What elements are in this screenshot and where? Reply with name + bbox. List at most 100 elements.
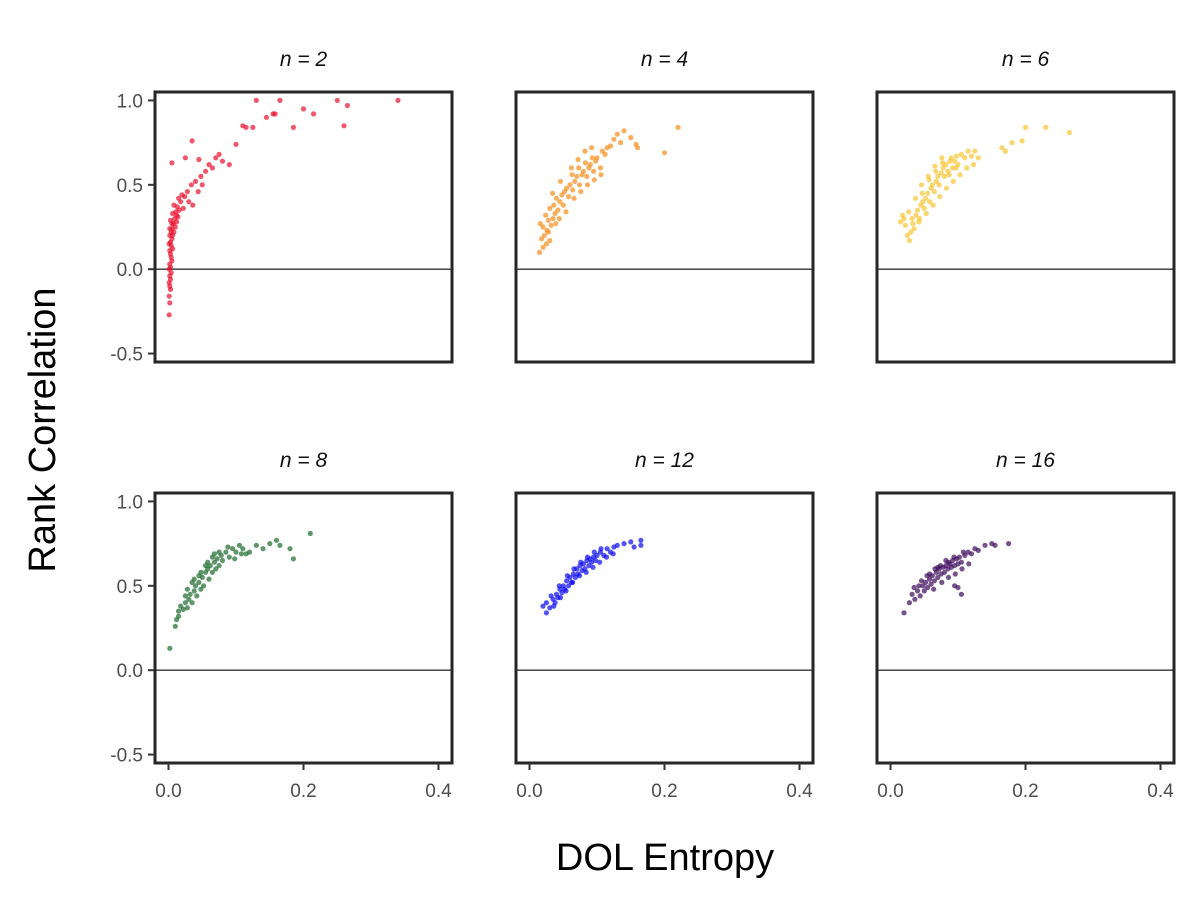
data-point [240,546,246,552]
data-point [263,114,269,120]
data-point [939,579,945,586]
data-point [541,232,548,238]
data-point [602,151,608,157]
data-point [582,160,589,166]
data-point [923,210,929,217]
data-point [549,190,556,196]
x-tick-label: 0.2 [651,781,677,802]
data-point [958,591,965,597]
data-point [941,173,948,179]
data-point [598,172,604,178]
x-tick-label: 0.0 [877,781,903,802]
data-point [211,551,217,557]
data-point [540,603,546,609]
data-point [568,165,575,171]
data-point [939,160,946,166]
data-point [661,150,668,156]
data-point [598,546,604,552]
data-point [537,249,543,255]
data-point [209,165,215,171]
panel-title: n = 16 [996,449,1055,472]
data-point [172,623,178,629]
data-point [975,547,981,554]
data-point [290,124,296,130]
panel-title: n = 12 [635,449,694,472]
data-point [952,158,958,164]
data-point [970,162,977,168]
data-point [182,194,188,200]
data-point [589,155,595,161]
data-point [180,606,186,613]
x-tick-label: 0.2 [1012,781,1038,802]
data-point [543,212,549,218]
data-point [901,610,907,616]
data-point [557,178,564,184]
data-point [574,173,580,179]
data-point [232,556,238,562]
data-point [576,182,583,188]
data-point [938,170,944,176]
data-point [557,595,564,601]
data-point [290,556,296,562]
panel: n = 6 [875,48,1176,364]
data-point [219,158,226,164]
data-point [607,143,614,149]
data-point [932,163,938,169]
data-point [927,571,933,577]
data-point [631,544,637,550]
data-point [570,187,576,193]
data-point [634,145,641,151]
data-point [553,195,560,201]
data-point [307,530,313,537]
data-point [1022,124,1029,130]
data-point [925,173,931,179]
data-point [911,226,917,232]
data-point [311,111,317,117]
data-point [543,600,550,606]
data-point [214,556,220,562]
data-point [253,542,259,548]
data-point [921,205,927,211]
data-point [300,106,307,112]
data-point [547,605,553,611]
data-point [563,209,569,215]
data-point [898,219,904,225]
data-point [621,128,627,134]
data-point [590,564,596,570]
data-point [216,549,222,555]
data-point [956,554,963,560]
data-point [927,199,933,205]
data-point [168,229,174,235]
data-point [906,209,912,215]
data-point [176,613,182,619]
data-point [180,205,186,211]
data-point [219,557,226,564]
y-tick-label: -0.5 [110,746,143,767]
data-point [190,202,196,208]
data-point [198,569,204,575]
data-point [591,549,597,555]
data-point [914,207,921,213]
data-point [571,566,577,572]
data-point [916,583,922,589]
data-point [578,189,584,195]
data-point [187,591,193,597]
data-point [952,571,958,577]
data-point [277,542,283,548]
data-point [260,546,266,552]
data-point [250,124,256,130]
data-point [226,162,232,168]
data-point [917,593,923,599]
data-point [966,561,972,567]
panel-frame [153,90,454,364]
y-tick-label: 1.0 [117,492,143,513]
data-point [923,195,929,201]
data-point [253,97,259,103]
data-point [954,153,960,159]
data-point [233,141,239,147]
data-point [925,190,931,196]
data-point [904,232,911,238]
panel-title: n = 2 [280,48,328,71]
data-point [233,549,239,555]
data-point [566,194,572,200]
